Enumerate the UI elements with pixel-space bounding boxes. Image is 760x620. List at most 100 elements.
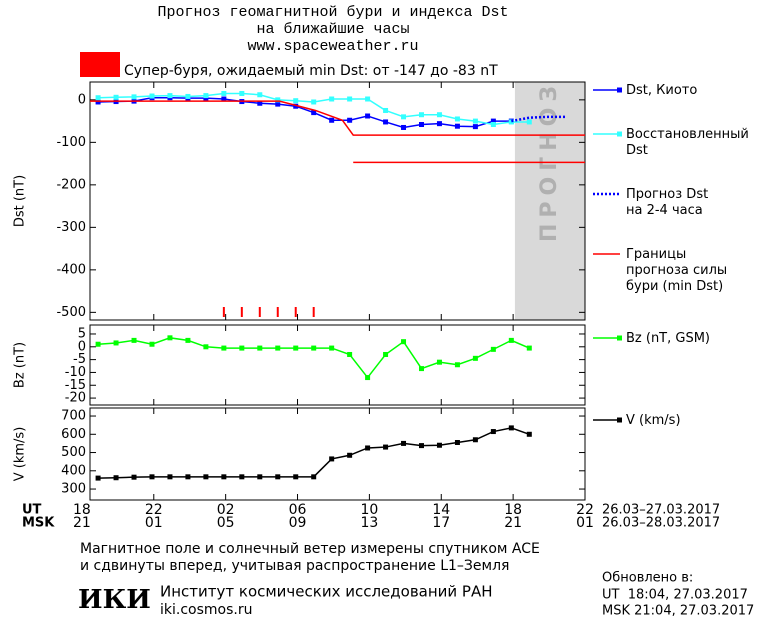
legend-marker [617, 131, 622, 137]
series-point [436, 359, 442, 365]
series-point [203, 95, 209, 101]
series-point [401, 124, 407, 130]
series-point [257, 345, 263, 351]
series-point [472, 118, 478, 124]
series-point [131, 337, 137, 343]
updated-msk: MSK 21:04, 27.03.2017 [602, 604, 754, 619]
x2-tick-label: 05 [217, 515, 235, 531]
series-point [221, 90, 227, 96]
series-point [95, 341, 101, 347]
series-point [185, 337, 191, 343]
y-tick-label: -400 [56, 262, 86, 277]
series-point [383, 444, 389, 450]
series-point [383, 119, 389, 125]
series-point [95, 475, 101, 481]
series-point [454, 440, 460, 445]
y-tick-label: -15 [65, 378, 86, 393]
y-axis-label: Bz (nT) [13, 342, 28, 388]
series-point [490, 429, 496, 435]
y-tick-label: -5 [73, 352, 86, 367]
series-point [347, 351, 353, 357]
y-tick-label: 400 [61, 463, 86, 478]
x2-tick-label: 01 [145, 515, 163, 531]
x-tick-label: 06 [289, 502, 307, 518]
series-point [95, 95, 101, 101]
series-point [113, 94, 119, 100]
series-point [275, 474, 281, 480]
series-point [131, 474, 137, 480]
series-point [436, 121, 442, 127]
series-point [203, 344, 209, 350]
site: iki.cosmos.ru [160, 602, 252, 618]
legend-label: Прогноз Dst на 2-4 часа [626, 187, 708, 218]
y-tick-label: -10 [65, 365, 86, 380]
y-tick-label: -300 [56, 220, 86, 235]
series-point [383, 107, 389, 113]
ut-label: UT [22, 503, 42, 518]
series-point [203, 474, 209, 480]
series-point [167, 335, 173, 341]
legend-label: Границы прогноза силы бури (min Dst) [626, 247, 727, 294]
legend-marker [617, 335, 622, 341]
y-tick-label: 0 [78, 92, 86, 107]
series-point [239, 345, 245, 351]
x2-tick-label: 01 [576, 515, 594, 531]
msk-label: MSK [22, 516, 55, 531]
x2-tick-label: 09 [289, 515, 307, 531]
series-point [329, 345, 335, 351]
legend-marker [617, 417, 622, 423]
series-point [257, 92, 263, 98]
x2-tick-label: 21 [504, 515, 522, 531]
x2-tick-label: 21 [73, 515, 91, 531]
series-line [511, 115, 566, 123]
institute: Институт космических исследований РАН [160, 583, 493, 601]
x-tick-label: 14 [432, 502, 450, 518]
series-point [472, 355, 478, 361]
y-tick-label: 700 [61, 409, 86, 424]
y-tick-label: 500 [61, 445, 86, 460]
series-line [90, 100, 585, 136]
series-point [418, 112, 424, 118]
series-point [131, 94, 137, 100]
series-point [203, 93, 209, 99]
series-point [329, 456, 335, 462]
series-point [293, 345, 299, 351]
series-point [365, 96, 371, 102]
panel-frame [89, 81, 586, 321]
x-tick-label: 22 [576, 502, 594, 518]
series-point [257, 474, 263, 480]
series-point [185, 93, 191, 99]
series-point [275, 97, 281, 103]
series-point [275, 101, 281, 107]
series-point [508, 425, 514, 431]
y-axis-label: Dst (nT) [13, 175, 28, 227]
forecast-label: ПРОГНОЗ [537, 80, 562, 242]
series-point [365, 113, 371, 119]
series-point [95, 99, 101, 105]
series-point [347, 117, 353, 123]
series-point [490, 346, 496, 352]
series-point [311, 474, 317, 480]
series-point [526, 119, 532, 125]
y-tick-label: 300 [61, 482, 86, 497]
series-point [167, 474, 173, 480]
title: на ближайшие часы [256, 21, 409, 38]
updated-title: Обновлено в: [602, 571, 693, 586]
x-tick-label: 10 [360, 502, 378, 518]
series-point [221, 96, 227, 102]
series-point [221, 345, 227, 351]
series-point [490, 122, 496, 127]
ut-range: 26.03–27.03.2017 [602, 503, 720, 518]
series-point [454, 116, 460, 122]
x-tick-label: 22 [145, 502, 163, 518]
panel-frame [89, 324, 586, 406]
series-point [508, 337, 514, 343]
series-point [113, 340, 119, 346]
series-line [98, 337, 530, 379]
series-point [293, 474, 299, 480]
x-tick-label: 18 [504, 502, 522, 518]
y-tick-label: 0 [78, 339, 86, 354]
x-tick-label: 02 [217, 502, 235, 518]
series-point [149, 93, 155, 99]
title: www.spaceweather.ru [247, 38, 418, 55]
